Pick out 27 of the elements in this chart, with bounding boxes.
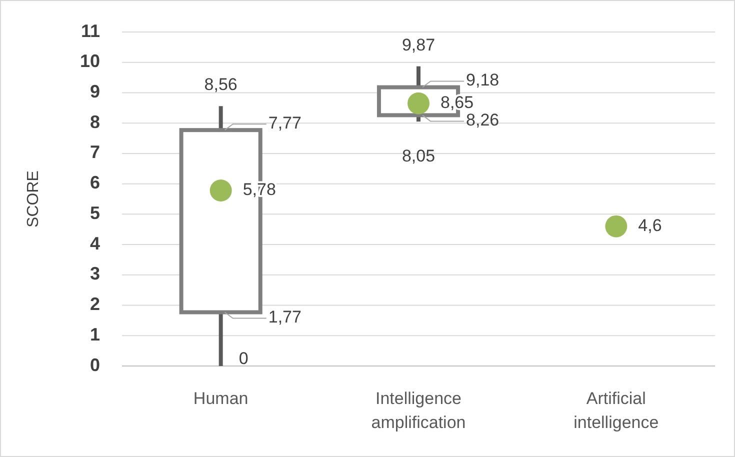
- y-tick-label: 4: [90, 233, 100, 254]
- data-label: 4,6: [638, 216, 662, 235]
- y-tick-label: 5: [90, 202, 100, 223]
- y-tick-label: 7: [90, 142, 100, 162]
- annotation: 0: [238, 349, 248, 368]
- annotation: 9,87: [402, 35, 436, 54]
- annotation: 8,05: [402, 146, 436, 166]
- annotation: 8,56: [204, 75, 238, 94]
- y-tick-label: 2: [90, 294, 100, 314]
- annotation: 9,18: [466, 70, 500, 90]
- y-tick-label: 10: [80, 51, 100, 72]
- x-tick-label: Intelligence amplification: [371, 389, 466, 432]
- point: [605, 215, 628, 238]
- y-tick-label: 3: [90, 264, 100, 284]
- x-tick-label: Artificial intelligence: [574, 389, 659, 432]
- x-tick-label: Human: [193, 389, 248, 408]
- annotation: 1,77: [268, 308, 302, 327]
- y-tick-label: 9: [90, 81, 100, 102]
- y-tick-label: 11: [80, 20, 100, 41]
- annotation: 7,77: [268, 114, 302, 133]
- y-tick-label: 8: [90, 112, 100, 132]
- y-tick-label: 6: [90, 172, 100, 193]
- y-tick-label: 0: [90, 354, 100, 375]
- annotation: 8,26: [466, 110, 500, 130]
- y-tick-label: 1: [90, 324, 100, 344]
- y-axis-title: SCORE: [25, 170, 42, 228]
- point: [210, 180, 232, 202]
